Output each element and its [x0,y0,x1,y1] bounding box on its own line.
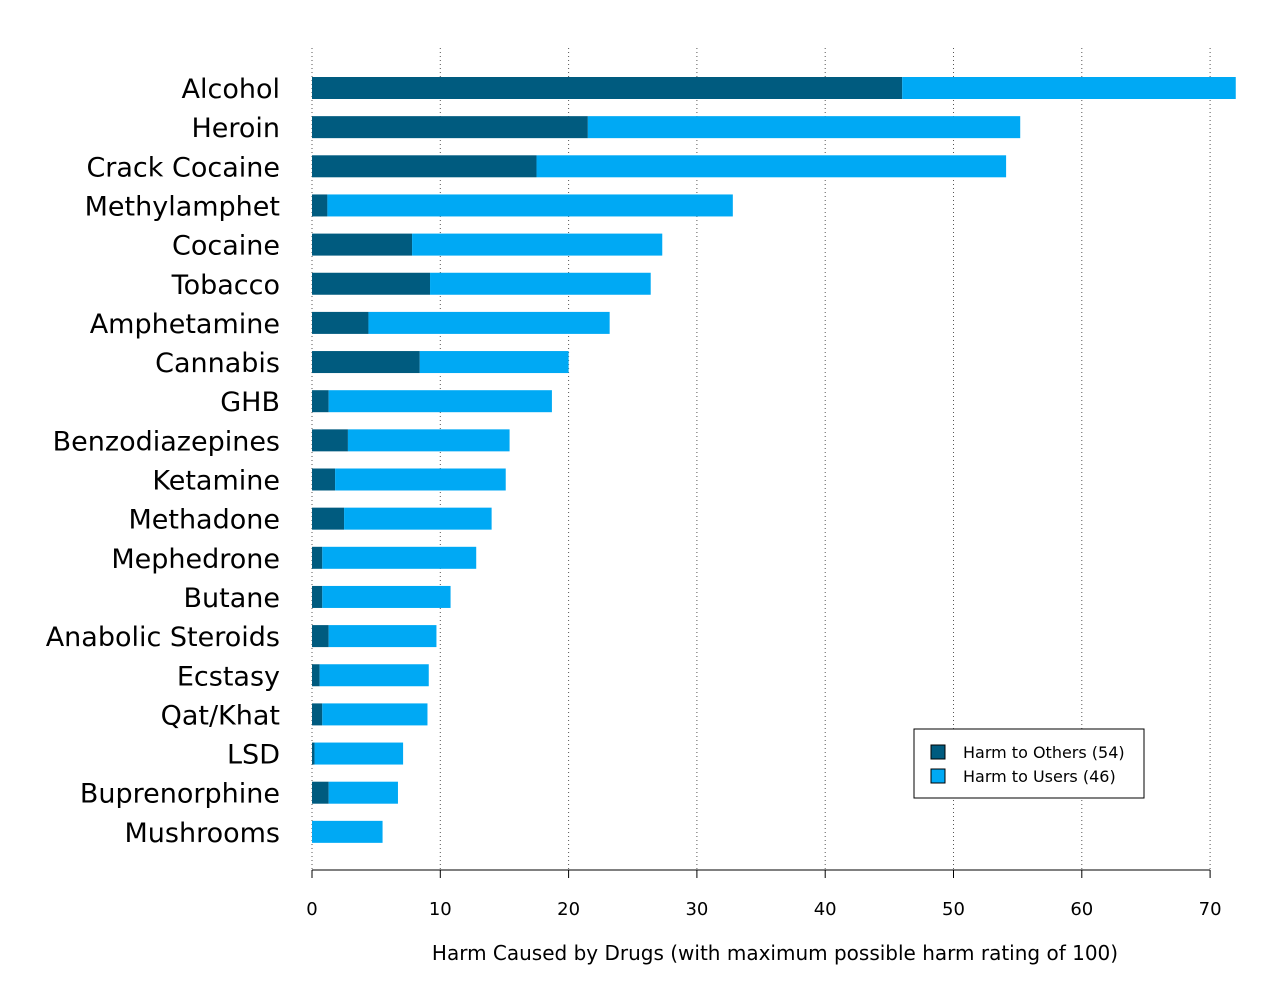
x-tick-label: 50 [942,899,965,920]
category-label: Qat/Khat [161,700,280,731]
bar-harm-to-others [312,77,903,99]
bar-harm-to-others [312,155,537,178]
bar-harm-to-others [312,429,348,452]
category-label: Cocaine [172,231,280,262]
bar-harm-to-users [536,155,1007,178]
bar-harm-to-users [412,233,663,256]
x-tick-label: 40 [814,899,837,920]
bar-harm-to-users [314,742,404,765]
bar-harm-to-others [312,703,323,726]
x-tick-label: 0 [306,899,317,920]
bar-harm-to-others [312,272,431,295]
x-tick-label: 70 [1199,899,1222,920]
bar-harm-to-users [587,116,1021,139]
category-label: Ecstasy [177,661,280,692]
category-label: Ketamine [152,466,280,497]
category-label: Heroin [191,113,280,144]
bar-harm-to-users [344,507,492,530]
bar-harm-to-others [312,116,588,139]
category-label: Crack Cocaine [86,152,280,183]
bar-harm-to-users [328,625,437,648]
bar-harm-to-others [312,507,345,530]
category-label: Amphetamine [90,309,280,340]
category-label: Methadone [128,505,280,536]
category-label: Anabolic Steroids [46,622,280,653]
x-tick-label: 20 [557,899,580,920]
bar-harm-to-others [312,781,329,804]
category-label: Methylamphet [85,191,280,222]
bar-harm-to-users [312,820,383,843]
bar-harm-to-users [430,272,651,295]
bar-harm-to-others [312,351,420,374]
bar-harm-to-others [312,742,315,765]
category-label: Mushrooms [124,818,280,849]
bar-harm-to-users [322,546,477,569]
bar-harm-to-users [322,585,451,608]
bar-harm-to-users [328,390,552,413]
x-tick-label: 60 [1070,899,1093,920]
x-tick-label: 10 [429,899,452,920]
bar-harm-to-others [312,233,413,256]
category-label: Benzodiazepines [53,426,280,457]
category-label: Alcohol [182,74,280,105]
category-label: Butane [184,583,281,614]
bar-harm-to-users [368,311,610,334]
bar-harm-to-users [319,664,429,687]
bars [312,77,1236,843]
bar-harm-to-others [312,625,329,648]
bar-harm-to-others [312,390,329,413]
bar-harm-to-users [335,468,506,491]
legend-label: Harm to Others (54) [963,743,1125,762]
category-label: LSD [227,740,280,771]
category-labels: Alcohol Heroin Crack Cocaine Methylamphet Co… [46,74,280,849]
bar-harm-to-users [419,351,569,374]
legend: Harm to Others (54) Harm to Users (46) [913,728,1145,799]
bar-harm-to-users [902,77,1236,99]
category-label: GHB [220,387,280,418]
category-label: Tobacco [171,270,280,301]
legend-label: Harm to Users (46) [963,767,1116,786]
bar-harm-to-users [328,781,398,804]
bar-harm-to-others [312,546,323,569]
category-label: Cannabis [155,348,280,379]
x-axis-title: Harm Caused by Drugs (with maximum possi… [432,941,1118,965]
bar-harm-to-others [312,194,328,217]
bar-harm-to-others [312,664,320,687]
bar-harm-to-others [312,311,369,334]
bar-harm-to-users [322,703,428,726]
legend-swatch [930,768,946,784]
bar-harm-to-others [312,468,336,491]
category-label: Mephedrone [111,544,280,575]
x-axis: 0 10 20 30 40 50 60 70 [306,869,1222,920]
bar-harm-to-users [347,429,510,452]
bar-harm-to-users [327,194,733,217]
legend-swatch [930,744,946,760]
legend-box [913,728,1145,799]
bar-harm-to-others [312,585,323,608]
category-label: Buprenorphine [80,779,280,810]
x-tick-label: 30 [685,899,708,920]
